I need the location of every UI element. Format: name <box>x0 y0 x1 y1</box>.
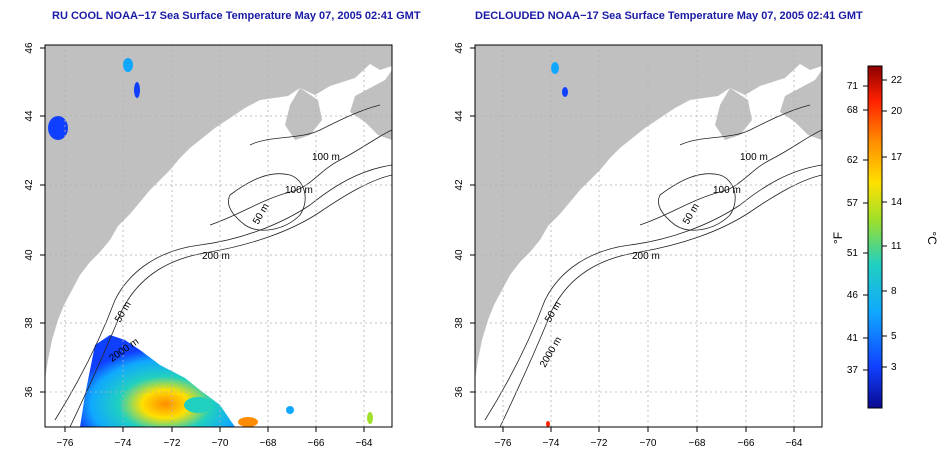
fahrenheit-tick: 41 <box>847 333 859 344</box>
celsius-tick: 8 <box>891 286 897 297</box>
celsius-tick: 5 <box>891 331 897 342</box>
x-tick-label: −72 <box>591 438 608 449</box>
land-mass <box>475 45 822 380</box>
bathymetry-contours <box>484 104 822 427</box>
y-tick-label: 46 <box>24 42 35 54</box>
bathymetry-contours <box>54 104 392 427</box>
sst-data-south-1 <box>546 421 550 427</box>
contour-label: 200 m <box>632 251 660 262</box>
x-tick-label: −64 <box>786 438 803 449</box>
x-tick-label: −76 <box>57 438 74 449</box>
left-gridlines <box>45 45 392 427</box>
x-tick-label: −66 <box>738 438 755 449</box>
celsius-tick: 11 <box>891 241 902 252</box>
fahrenheit-unit-label: °F <box>831 232 845 244</box>
y-tick-label: 38 <box>24 317 35 329</box>
y-tick-label: 38 <box>454 317 465 329</box>
temperature-colorbar: 71 68 62 57 51 46 41 37 22 20 17 14 11 8… <box>831 65 939 409</box>
sst-data-north-2 <box>562 87 568 97</box>
fahrenheit-tick: 62 <box>847 155 859 166</box>
land-mass-3 <box>350 70 392 140</box>
x-tick-label: −64 <box>356 438 373 449</box>
y-tick-label: 44 <box>454 110 465 122</box>
left-panel-title: RU COOL NOAA−17 Sea Surface Temperature … <box>52 10 421 22</box>
x-tick-label: −70 <box>212 438 229 449</box>
sst-data-north-3 <box>134 82 140 98</box>
land-mass-2 <box>715 88 752 140</box>
sst-data-small-2 <box>238 417 258 427</box>
x-tick-label: −68 <box>689 438 706 449</box>
sst-data-small-4 <box>367 412 373 424</box>
fahrenheit-tick: 51 <box>847 248 859 259</box>
contour-label: 200 m <box>202 251 230 262</box>
x-tick-label: −74 <box>543 438 560 449</box>
contour-label: 100 m <box>740 152 768 163</box>
y-tick-label: 36 <box>454 386 465 398</box>
y-tick-label: 40 <box>454 249 465 261</box>
celsius-tick: 20 <box>891 106 903 117</box>
x-tick-label: −76 <box>495 438 512 449</box>
fahrenheit-tick: 37 <box>847 365 859 376</box>
land-mass-2 <box>285 88 322 140</box>
sst-data-small-3 <box>286 406 294 414</box>
x-tick-label: −66 <box>308 438 325 449</box>
y-tick-label: 44 <box>24 110 35 122</box>
right-panel-title: DECLOUDED NOAA−17 Sea Surface Temperatur… <box>475 10 863 22</box>
celsius-tick: 17 <box>891 152 903 163</box>
contour-label: 100 m <box>713 185 741 196</box>
x-tick-label: −74 <box>115 438 132 449</box>
sst-data-small-1 <box>184 397 212 413</box>
left-map-panel: 100 m 100 m 50 m 200 m 50 m 2000 m −76 −… <box>24 42 393 449</box>
right-map-panel: 100 m 100 m 50 m 200 m 50 m 2000 m −76 −… <box>454 42 823 449</box>
y-tick-label: 40 <box>24 249 35 261</box>
land-mass <box>45 45 392 380</box>
left-plot-frame <box>44 44 393 428</box>
sst-data-north-1 <box>48 116 68 140</box>
celsius-unit-label: °C <box>925 231 939 245</box>
celsius-tick: 14 <box>891 197 903 208</box>
celsius-tick: 22 <box>891 75 903 86</box>
y-tick-label: 42 <box>24 179 35 191</box>
fahrenheit-tick: 68 <box>847 105 859 116</box>
right-gridlines <box>475 45 822 427</box>
land-mass-3 <box>780 70 822 140</box>
fahrenheit-tick: 46 <box>847 290 859 301</box>
fahrenheit-tick: 57 <box>847 198 859 209</box>
y-tick-label: 46 <box>454 42 465 54</box>
x-tick-label: −72 <box>164 438 181 449</box>
fahrenheit-tick: 71 <box>847 81 859 92</box>
celsius-tick: 3 <box>891 362 897 373</box>
x-tick-label: −70 <box>640 438 657 449</box>
y-tick-label: 36 <box>24 386 35 398</box>
y-tick-label: 42 <box>454 179 465 191</box>
contour-label: 100 m <box>285 185 313 196</box>
sst-data-north-2 <box>123 58 133 72</box>
sst-data-north-1 <box>551 62 559 74</box>
x-tick-label: −68 <box>260 438 277 449</box>
colorbar-gradient <box>867 65 883 409</box>
contour-label: 100 m <box>312 152 340 163</box>
